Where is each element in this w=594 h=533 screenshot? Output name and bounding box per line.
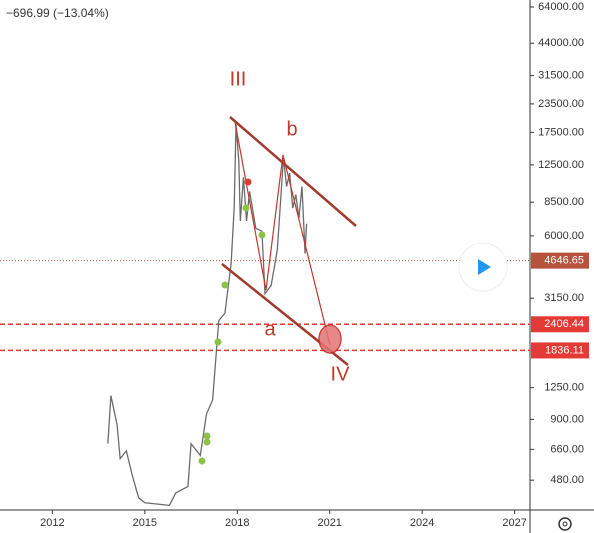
y-tick-label: 17500.00 [538, 126, 584, 138]
x-tick-label: 2021 [317, 517, 341, 529]
dot [242, 204, 250, 212]
dot [244, 178, 252, 186]
price-label: 4646.65 [544, 255, 584, 267]
dot [221, 281, 229, 289]
x-tick-label: 2024 [410, 517, 434, 529]
dot [258, 231, 266, 239]
y-tick-label: 3150.00 [544, 292, 584, 304]
x-tick-label: 2015 [133, 517, 157, 529]
y-tick-label: 480.00 [550, 474, 584, 486]
y-tick-label: 44000.00 [538, 37, 584, 49]
x-tick-label: 2018 [225, 517, 249, 529]
annotation: a [264, 318, 276, 340]
header: −696.99 (−13.04%) [6, 6, 109, 20]
price-label: 2406.44 [544, 318, 584, 330]
price-label-box [531, 252, 589, 269]
wave-line [234, 121, 331, 346]
dot [203, 438, 211, 446]
y-tick-label: 660.00 [550, 443, 584, 455]
y-tick-label: 31500.00 [538, 69, 584, 81]
y-tick-label: 6000.00 [544, 230, 584, 242]
upper-trendline [229, 116, 357, 227]
x-tick-label: 2012 [40, 517, 64, 529]
y-tick-label: 900.00 [550, 413, 584, 425]
y-tick-label: 64000.00 [538, 1, 584, 13]
annotation: IV [331, 363, 351, 385]
annotation: b [286, 118, 297, 140]
gear[interactable] [558, 517, 572, 531]
dot [203, 432, 211, 440]
gear-center[interactable] [562, 521, 568, 527]
dot [214, 338, 222, 346]
settings-icon[interactable] [558, 517, 572, 531]
price-label-box [531, 316, 589, 333]
target-ellipse [318, 324, 342, 354]
y-tick-label: 8500.00 [544, 196, 584, 208]
play-button[interactable] [458, 242, 508, 292]
signal-dots [198, 178, 266, 465]
y-tick-label: 23500.00 [538, 98, 584, 110]
dot [198, 457, 206, 465]
play-icon[interactable] [478, 259, 491, 275]
y-tick-label: 12500.00 [538, 159, 584, 171]
price-label: 1836.11 [545, 344, 584, 356]
annotation: III [230, 68, 247, 90]
x-tick-label: 2027 [502, 517, 526, 529]
y-tick-label: 1250.00 [544, 382, 584, 394]
price-label-box [531, 342, 589, 359]
